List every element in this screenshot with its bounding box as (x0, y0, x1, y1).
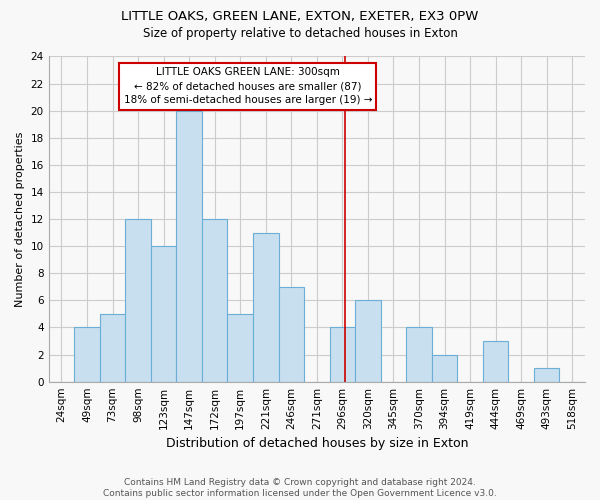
Bar (278, 287, 304, 382)
Bar (74, 328, 100, 382)
Bar (125, 219, 151, 382)
Bar (227, 314, 253, 382)
Bar (432, 354, 457, 382)
Bar (151, 246, 176, 382)
Text: Contains HM Land Registry data © Crown copyright and database right 2024.
Contai: Contains HM Land Registry data © Crown c… (103, 478, 497, 498)
Text: LITTLE OAKS, GREEN LANE, EXTON, EXETER, EX3 0PW: LITTLE OAKS, GREEN LANE, EXTON, EXETER, … (121, 10, 479, 23)
Bar (483, 341, 508, 382)
Bar (176, 110, 202, 382)
Bar (406, 328, 432, 382)
Text: Size of property relative to detached houses in Exton: Size of property relative to detached ho… (143, 28, 457, 40)
Bar (534, 368, 559, 382)
Text: LITTLE OAKS GREEN LANE: 300sqm
← 82% of detached houses are smaller (87)
18% of : LITTLE OAKS GREEN LANE: 300sqm ← 82% of … (124, 68, 372, 106)
Bar (253, 232, 278, 382)
Bar (355, 300, 380, 382)
Bar (100, 314, 125, 382)
Bar (329, 328, 355, 382)
Y-axis label: Number of detached properties: Number of detached properties (15, 132, 25, 307)
Bar (202, 219, 227, 382)
X-axis label: Distribution of detached houses by size in Exton: Distribution of detached houses by size … (166, 437, 468, 450)
